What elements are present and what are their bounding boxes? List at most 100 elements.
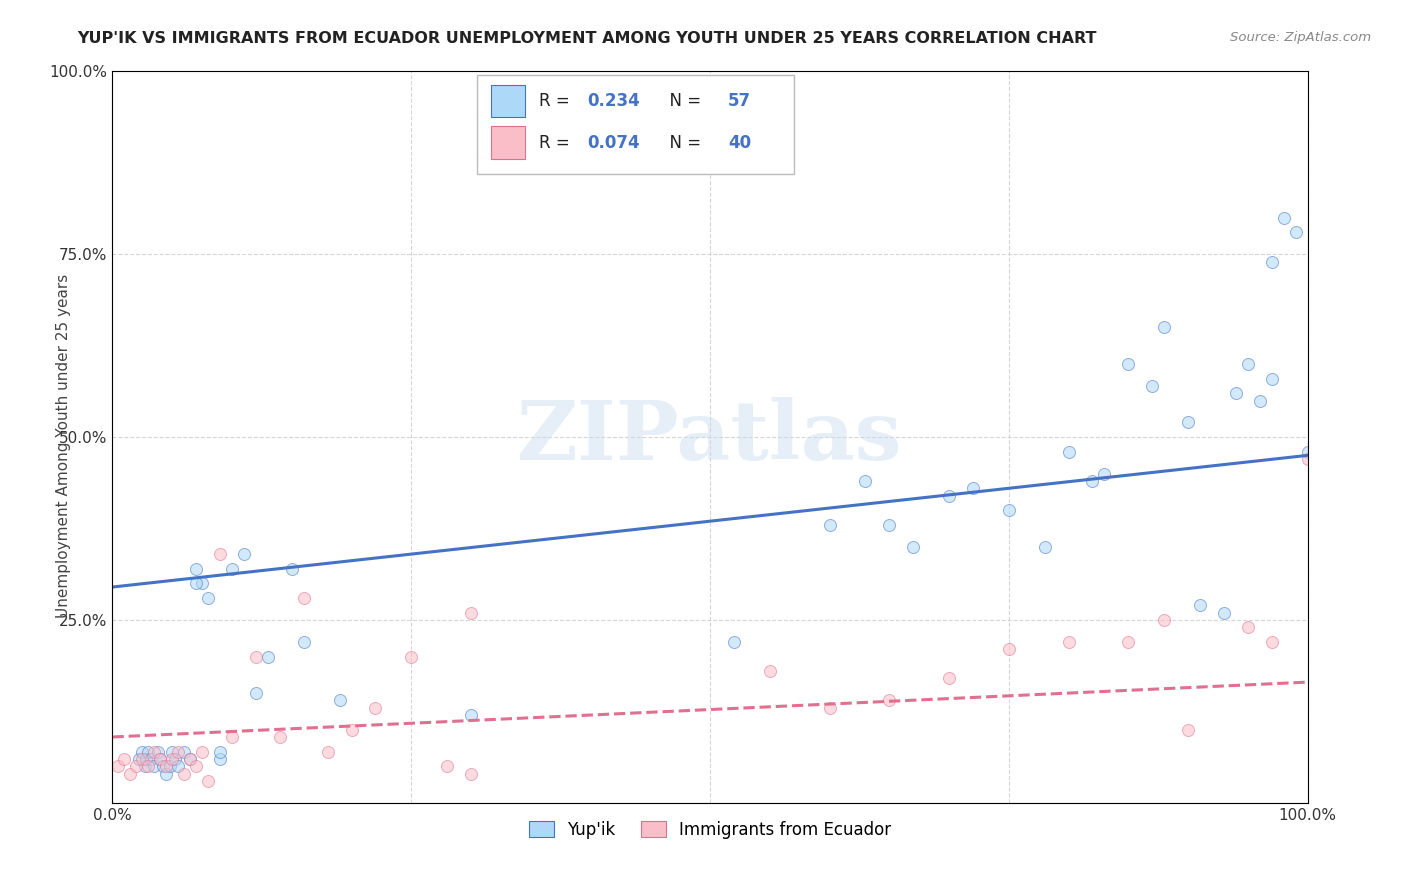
Point [460, 606, 482, 620]
Point [135, 752, 157, 766]
Point [1237, 357, 1260, 371]
Point [1237, 620, 1260, 634]
Point [209, 547, 232, 561]
Point [962, 481, 984, 495]
Point [1225, 386, 1247, 401]
Point [1177, 723, 1199, 737]
Point [245, 649, 267, 664]
Text: R =: R = [538, 134, 575, 152]
Point [221, 562, 243, 576]
Point [460, 708, 482, 723]
Text: N =: N = [658, 134, 706, 152]
Point [167, 745, 190, 759]
Point [401, 649, 423, 664]
Point [1057, 444, 1080, 458]
Point [1142, 379, 1164, 393]
Point [162, 752, 183, 766]
Point [998, 642, 1021, 657]
Point [120, 766, 142, 780]
Point [245, 686, 267, 700]
FancyBboxPatch shape [477, 75, 794, 174]
Point [186, 759, 208, 773]
Point [149, 752, 172, 766]
Text: Unemployment Among Youth under 25 years: Unemployment Among Youth under 25 years [56, 274, 70, 618]
Point [759, 664, 782, 678]
Point [316, 745, 339, 759]
Point [179, 752, 201, 766]
Point [131, 745, 153, 759]
Point [1057, 635, 1080, 649]
Point [292, 591, 315, 605]
Point [818, 517, 841, 532]
Point [143, 745, 166, 759]
Point [1285, 225, 1308, 239]
Point [197, 591, 219, 605]
Legend: Yup'ik, Immigrants from Ecuador: Yup'ik, Immigrants from Ecuador [523, 814, 897, 846]
Point [186, 576, 208, 591]
Bar [491, 85, 524, 118]
Point [186, 562, 208, 576]
Point [818, 700, 841, 714]
Point [1213, 606, 1236, 620]
Text: 57: 57 [728, 92, 751, 110]
Point [163, 752, 186, 766]
Point [1296, 444, 1319, 458]
Text: 0.074: 0.074 [586, 134, 640, 152]
Point [281, 562, 304, 576]
Point [1081, 474, 1104, 488]
Point [191, 745, 214, 759]
Point [1296, 452, 1319, 467]
Text: 0.234: 0.234 [586, 92, 640, 110]
Point [155, 766, 177, 780]
Text: Source: ZipAtlas.com: Source: ZipAtlas.com [1230, 31, 1371, 45]
Point [436, 759, 458, 773]
Text: 40: 40 [728, 134, 751, 152]
Point [1177, 416, 1199, 430]
Point [125, 759, 148, 773]
Text: YUP'IK VS IMMIGRANTS FROM ECUADOR UNEMPLOYMENT AMONG YOUTH UNDER 25 YEARS CORREL: YUP'IK VS IMMIGRANTS FROM ECUADOR UNEMPL… [77, 31, 1097, 46]
Point [131, 752, 153, 766]
Point [209, 745, 232, 759]
Point [128, 752, 150, 766]
Point [152, 759, 174, 773]
Point [209, 752, 232, 766]
Point [191, 576, 214, 591]
Point [179, 752, 201, 766]
Point [903, 540, 925, 554]
Point [460, 766, 482, 780]
Point [138, 745, 160, 759]
Point [1261, 254, 1284, 268]
Point [879, 517, 901, 532]
Point [292, 635, 315, 649]
Point [1033, 540, 1056, 554]
Point [134, 759, 156, 773]
Text: R =: R = [538, 92, 575, 110]
Point [329, 693, 352, 707]
Point [1249, 393, 1271, 408]
Text: ZIPatlas: ZIPatlas [517, 397, 903, 477]
Point [998, 503, 1021, 517]
Point [723, 635, 745, 649]
Point [938, 489, 960, 503]
Point [1094, 467, 1116, 481]
Point [173, 766, 195, 780]
Point [1189, 599, 1212, 613]
Point [139, 752, 162, 766]
Point [233, 547, 256, 561]
Point [159, 759, 181, 773]
Text: N =: N = [658, 92, 706, 110]
Point [173, 745, 195, 759]
Point [114, 752, 135, 766]
Point [167, 759, 190, 773]
Point [1153, 613, 1175, 627]
Point [855, 474, 877, 488]
Point [197, 773, 219, 788]
Point [143, 759, 166, 773]
Point [1261, 371, 1284, 385]
Point [162, 745, 183, 759]
Point [1261, 635, 1284, 649]
Point [146, 745, 169, 759]
Point [1118, 635, 1140, 649]
Bar [491, 126, 524, 159]
Point [149, 752, 172, 766]
